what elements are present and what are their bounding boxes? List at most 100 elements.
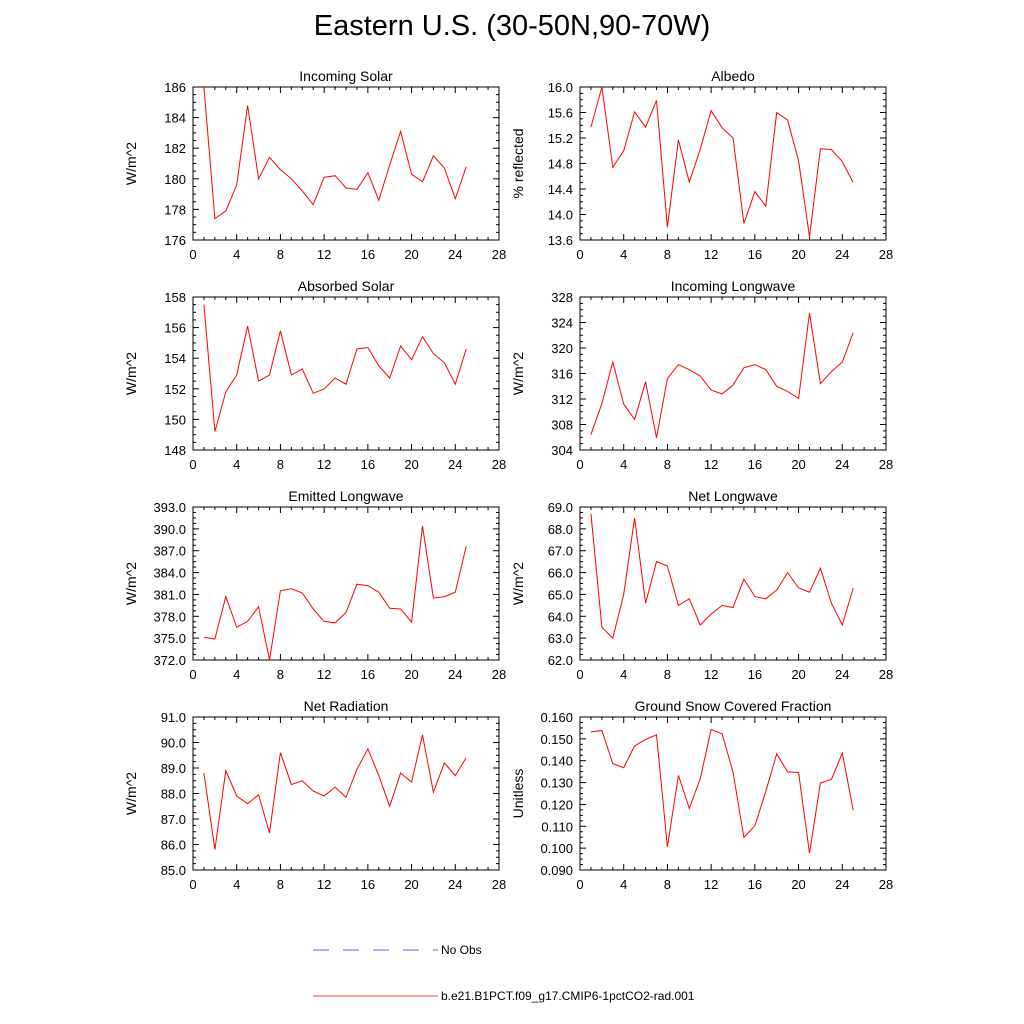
x-tick-label: 16 bbox=[361, 877, 375, 892]
y-tick-label: 64.0 bbox=[548, 609, 573, 624]
plot-frame bbox=[579, 296, 887, 451]
chart-panel-5: Emitted Longwave W/m^2 0 4 8 12 16 20 24 28 372.0 3… bbox=[123, 488, 506, 682]
y-tick-label: 90.0 bbox=[161, 736, 186, 751]
y-tick-label: 0.100 bbox=[540, 841, 573, 856]
y-tick-label: 372.0 bbox=[153, 653, 186, 668]
x-tick-label: 4 bbox=[620, 457, 627, 472]
series-line-1 bbox=[203, 304, 467, 432]
y-tick-label: 148 bbox=[164, 443, 186, 458]
chart-title: Ground Snow Covered Fraction bbox=[635, 698, 832, 714]
y-tick-label: 393.0 bbox=[153, 500, 186, 515]
y-tick-label: 16.0 bbox=[548, 80, 573, 95]
series-line-1 bbox=[203, 525, 467, 661]
chart-panel-3: Absorbed Solar W/m^2 0 4 8 12 16 20 24 28 148 150 15… bbox=[123, 278, 506, 472]
x-tick-label: 24 bbox=[448, 877, 462, 892]
y-tick-label: 304 bbox=[551, 443, 573, 458]
y-tick-label: 384.0 bbox=[153, 566, 186, 581]
y-tick-label: 324 bbox=[551, 316, 573, 331]
x-tick-label: 20 bbox=[791, 877, 805, 892]
x-tick-label: 16 bbox=[361, 457, 375, 472]
x-tick-label: 24 bbox=[835, 457, 849, 472]
y-tick-label: 152 bbox=[164, 382, 186, 397]
x-tick-label: 0 bbox=[576, 877, 583, 892]
y-tick-label: 14.4 bbox=[548, 182, 573, 197]
series-line-1 bbox=[203, 86, 467, 220]
x-tick-label: 8 bbox=[277, 877, 284, 892]
y-tick-label: 85.0 bbox=[161, 863, 186, 878]
y-tick-label: 0.090 bbox=[540, 863, 573, 878]
x-tick-label: 12 bbox=[317, 877, 331, 892]
chart-panel-8: Ground Snow Covered Fraction Unitless 0 4 8 1… bbox=[510, 698, 893, 892]
x-tick-label: 28 bbox=[492, 877, 506, 892]
plot-frame bbox=[192, 506, 500, 661]
x-tick-label: 12 bbox=[704, 877, 718, 892]
y-tick-label: 0.140 bbox=[540, 754, 573, 769]
y-tick-label: 312 bbox=[551, 392, 573, 407]
x-tick-label: 4 bbox=[233, 667, 240, 682]
y-tick-label: 0.110 bbox=[541, 819, 573, 834]
x-tick-label: 8 bbox=[664, 247, 671, 262]
chart-panel-4: Incoming Longwave W/m^2 0 4 8 12 16 20 24 28 304 30… bbox=[510, 278, 893, 472]
y-tick-label: 62.0 bbox=[548, 653, 573, 668]
plot-frame bbox=[579, 506, 887, 661]
x-tick-label: 12 bbox=[704, 667, 718, 682]
series-line-1 bbox=[590, 86, 854, 237]
plot-frame bbox=[192, 716, 500, 871]
chart-title: Incoming Solar bbox=[299, 68, 393, 84]
x-tick-label: 0 bbox=[189, 247, 196, 262]
y-axis-label: W/m^2 bbox=[123, 142, 139, 185]
chart-panel-6: Net Longwave W/m^2 0 4 8 12 16 20 24 28 62.0 63.0 64… bbox=[510, 488, 893, 682]
x-tick-label: 8 bbox=[664, 667, 671, 682]
y-tick-label: 328 bbox=[551, 290, 573, 305]
y-tick-label: 86.0 bbox=[161, 838, 186, 853]
x-tick-label: 8 bbox=[277, 457, 284, 472]
x-tick-label: 0 bbox=[576, 667, 583, 682]
x-tick-label: 24 bbox=[835, 247, 849, 262]
y-tick-label: 88.0 bbox=[161, 787, 186, 802]
legend-swatch-no-obs bbox=[313, 949, 438, 951]
x-tick-label: 20 bbox=[791, 457, 805, 472]
y-axis-label: Unitless bbox=[510, 769, 526, 819]
y-tick-label: 15.2 bbox=[548, 131, 573, 146]
x-tick-label: 28 bbox=[879, 877, 893, 892]
x-tick-label: 0 bbox=[189, 457, 196, 472]
x-tick-label: 16 bbox=[361, 247, 375, 262]
chart-title: Absorbed Solar bbox=[298, 278, 395, 294]
y-axis-label: W/m^2 bbox=[510, 562, 526, 605]
plot-frame bbox=[579, 86, 887, 241]
x-tick-label: 4 bbox=[233, 247, 240, 262]
x-tick-label: 24 bbox=[835, 667, 849, 682]
x-tick-label: 12 bbox=[317, 667, 331, 682]
y-tick-label: 154 bbox=[164, 351, 186, 366]
x-tick-label: 12 bbox=[704, 457, 718, 472]
x-tick-label: 20 bbox=[791, 247, 805, 262]
x-tick-label: 28 bbox=[879, 457, 893, 472]
x-tick-label: 20 bbox=[404, 667, 418, 682]
x-tick-label: 8 bbox=[664, 877, 671, 892]
x-tick-label: 16 bbox=[748, 667, 762, 682]
x-tick-label: 4 bbox=[233, 457, 240, 472]
chart-panel-2: Albedo % reflected 0 4 8 12 16 20 24 28 13.6 14.0 14… bbox=[510, 68, 893, 262]
y-tick-label: 87.0 bbox=[161, 812, 186, 827]
y-tick-label: 13.6 bbox=[548, 233, 573, 248]
x-tick-label: 24 bbox=[835, 877, 849, 892]
y-tick-label: 0.160 bbox=[540, 710, 573, 725]
series-line-1 bbox=[203, 734, 467, 850]
x-tick-label: 12 bbox=[704, 247, 718, 262]
plot-frame bbox=[192, 296, 500, 451]
y-tick-label: 89.0 bbox=[161, 761, 186, 776]
y-tick-label: 69.0 bbox=[548, 500, 573, 515]
main-title: Eastern U.S. (30-50N,90-70W) bbox=[313, 10, 711, 42]
plot-frame bbox=[192, 86, 500, 241]
y-axis-label: W/m^2 bbox=[123, 772, 139, 815]
y-tick-label: 15.6 bbox=[548, 106, 573, 121]
x-tick-label: 24 bbox=[448, 457, 462, 472]
y-axis-label: W/m^2 bbox=[123, 352, 139, 395]
y-tick-label: 0.150 bbox=[540, 732, 573, 747]
y-tick-label: 390.0 bbox=[153, 522, 186, 537]
x-tick-label: 28 bbox=[492, 457, 506, 472]
y-tick-label: 178 bbox=[164, 202, 186, 217]
y-tick-label: 381.0 bbox=[153, 587, 186, 602]
x-tick-label: 0 bbox=[189, 667, 196, 682]
x-tick-label: 16 bbox=[748, 247, 762, 262]
